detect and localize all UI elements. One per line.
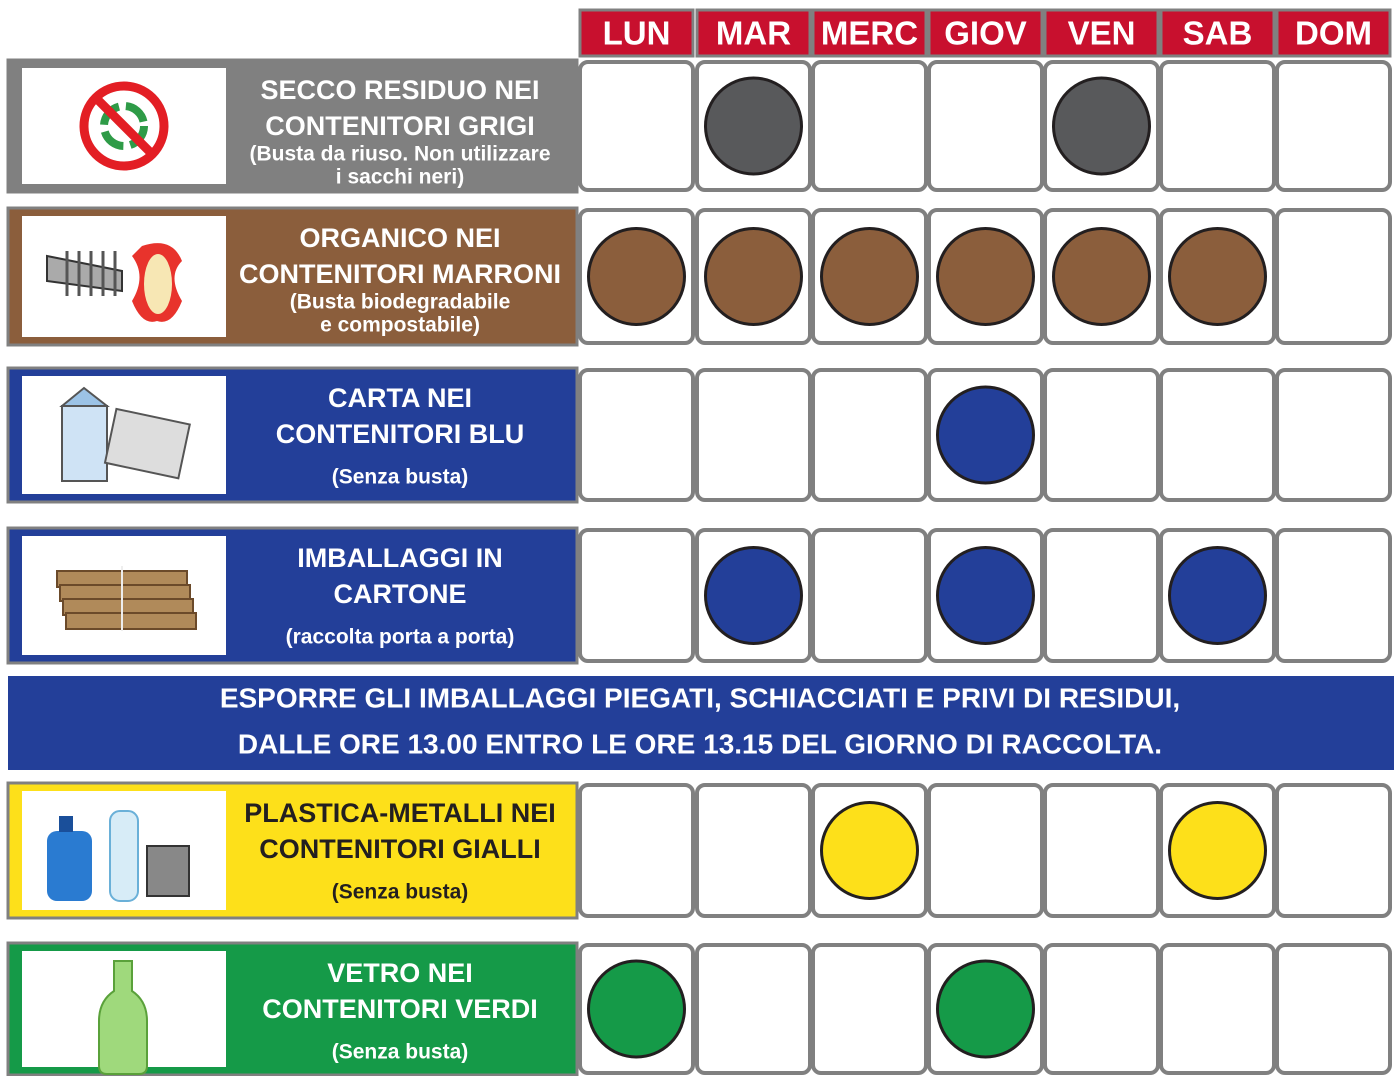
row-title: CONTENITORI BLU — [276, 419, 525, 449]
day-header — [578, 8, 695, 58]
collection-dot — [936, 227, 1035, 326]
day-cell — [1159, 943, 1276, 1075]
collection-dot — [936, 546, 1035, 645]
row-note: (Busta da riuso. Non utilizzare — [249, 143, 550, 166]
row-note: (Busta biodegradabile — [290, 291, 511, 314]
icon-shape — [109, 810, 139, 902]
collection-dot — [587, 959, 686, 1059]
icon-shape — [144, 254, 172, 314]
day-cell — [1275, 783, 1392, 918]
icon — [56, 566, 197, 631]
row-title: CONTENITORI GRIGI — [265, 111, 535, 141]
row-title: IMBALLAGGI IN — [297, 543, 502, 573]
day-cell — [1043, 783, 1160, 918]
icon-shape — [92, 94, 156, 158]
icon — [98, 960, 148, 1075]
icon-shape — [100, 102, 148, 150]
day-cell — [1275, 60, 1392, 192]
icon — [47, 810, 190, 902]
row-title: CONTENITORI GIALLI — [259, 834, 541, 864]
day-cell — [578, 60, 695, 192]
icon — [59, 386, 191, 482]
day-cell — [811, 368, 928, 502]
row-note: (Senza busta) — [332, 881, 469, 904]
icon-shape — [59, 816, 73, 832]
icon-shape — [59, 386, 110, 407]
day-cell — [1275, 943, 1392, 1075]
day-cell — [1275, 528, 1392, 663]
row-note: (raccolta porta a porta) — [286, 626, 515, 649]
day-cell — [695, 943, 812, 1075]
day-label: GIOV — [944, 15, 1027, 52]
day-cell — [927, 783, 1044, 918]
icon — [79, 81, 169, 171]
day-cell — [811, 943, 928, 1075]
collection-dot — [704, 76, 803, 176]
day-cell — [578, 528, 695, 663]
day-cell — [578, 783, 695, 918]
collection-dot — [704, 546, 803, 645]
collection-dot — [1168, 801, 1267, 900]
row-note: (Senza busta) — [332, 466, 469, 489]
day-header — [1159, 8, 1276, 58]
day-cell — [1275, 208, 1392, 345]
day-label: VEN — [1068, 15, 1136, 52]
day-cell — [1159, 60, 1276, 192]
day-label: MERC — [821, 15, 918, 52]
row-title: CARTONE — [333, 579, 466, 609]
day-cell — [1275, 368, 1392, 502]
row-title: ORGANICO NEI — [299, 223, 500, 253]
day-header — [927, 8, 1044, 58]
row-title: PLASTICA-METALLI NEI — [244, 798, 555, 828]
collection-dot — [1168, 546, 1267, 645]
day-label: LUN — [603, 15, 671, 52]
icon-shape — [47, 831, 92, 901]
day-header — [811, 8, 928, 58]
collection-dot — [936, 959, 1035, 1059]
row-title: CONTENITORI MARRONI — [239, 259, 561, 289]
row-note: i sacchi neri) — [336, 166, 464, 189]
collection-dot — [820, 801, 919, 900]
collection-dot — [1168, 227, 1267, 326]
day-cell — [695, 368, 812, 502]
day-cell — [1043, 528, 1160, 663]
icons — [46, 81, 197, 1075]
day-cell — [578, 368, 695, 502]
collection-dot — [1052, 227, 1151, 326]
day-header — [695, 8, 812, 58]
day-label: DOM — [1295, 15, 1372, 52]
icon-shape — [61, 405, 108, 482]
day-cell — [811, 528, 928, 663]
day-label: MAR — [716, 15, 791, 52]
day-cell — [695, 783, 812, 918]
collection-dot — [704, 227, 803, 326]
row-title: CONTENITORI VERDI — [262, 994, 538, 1024]
day-header — [1275, 8, 1392, 58]
row-title: VETRO NEI — [327, 958, 473, 988]
notice-text: DALLE ORE 13.00 ENTRO LE ORE 13.15 DEL G… — [238, 728, 1162, 759]
row-title: SECCO RESIDUO NEI — [260, 75, 539, 105]
notice-text: ESPORRE GLI IMBALLAGGI PIEGATI, SCHIACCI… — [220, 682, 1180, 713]
notice-banner — [8, 676, 1394, 770]
day-cell — [1043, 368, 1160, 502]
icon — [46, 243, 182, 322]
collection-dot — [820, 227, 919, 326]
row-note: (Senza busta) — [332, 1041, 469, 1064]
collection-dot — [1052, 76, 1151, 176]
icon-shape — [98, 960, 148, 1075]
icon-shape — [103, 407, 191, 480]
day-cell — [1043, 943, 1160, 1075]
icon-shape — [146, 845, 190, 897]
icon-shape — [65, 612, 197, 630]
collection-dot — [936, 385, 1035, 485]
day-cell — [1159, 368, 1276, 502]
collection-dot — [587, 227, 686, 326]
day-cell — [811, 60, 928, 192]
row-note: e compostabile) — [320, 314, 480, 337]
day-cell — [927, 60, 1044, 192]
day-label: SAB — [1183, 15, 1253, 52]
row-title: CARTA NEI — [328, 383, 472, 413]
day-header — [1043, 8, 1160, 58]
